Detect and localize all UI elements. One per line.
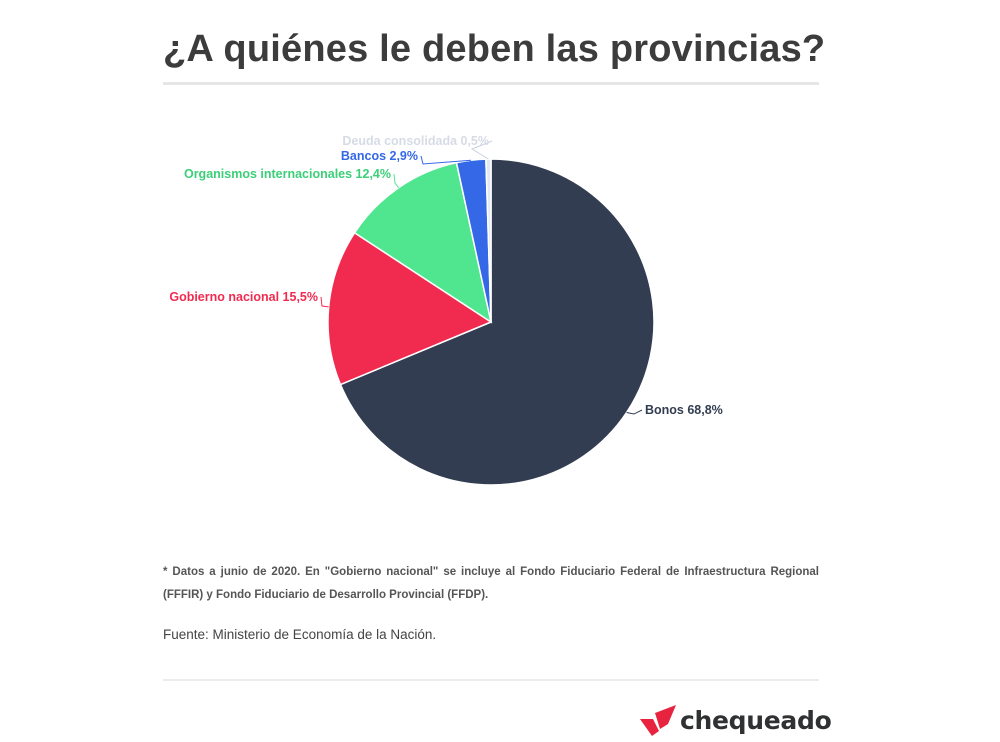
- pie-slice-deuda-consolidada: [485, 158, 492, 323]
- leader-line-bancos: [420, 155, 472, 165]
- data-label-bancos: Bancos 2,9%: [341, 149, 418, 163]
- footer-divider: [163, 679, 819, 681]
- pie-slice-gobierno-nacional: [327, 231, 493, 386]
- leader-line-bonos: [626, 409, 643, 415]
- data-label-organismos-internacionales: Organismos internacionales 12,4%: [184, 167, 391, 181]
- source-note: Fuente: Ministerio de Economía de la Nac…: [163, 627, 437, 642]
- chequeado-logo-mark-icon: [640, 705, 676, 736]
- page-title: ¿A quiénes le deben las provincias?: [163, 28, 826, 70]
- data-label-bonos: Bonos 68,8%: [645, 403, 723, 417]
- leader-line-deuda-consolidada: [470, 140, 493, 160]
- leader-line-organismos-internacionales: [393, 173, 399, 189]
- title-divider: [163, 82, 819, 85]
- leader-line-gobierno-nacional: [320, 296, 329, 308]
- chequeado-logo: chequeado: [638, 700, 832, 740]
- brand-name: chequeado: [680, 705, 832, 735]
- data-label-gobierno-nacional: Gobierno nacional 15,5%: [169, 290, 318, 304]
- pie-slice-organismos-internacionales: [353, 161, 493, 324]
- pie-slice-bonos: [339, 158, 655, 486]
- data-label-deuda-consolidada: Deuda consolidada 0,5%: [342, 134, 489, 148]
- footnote: * Datos a junio de 2020. En "Gobierno na…: [163, 566, 819, 601]
